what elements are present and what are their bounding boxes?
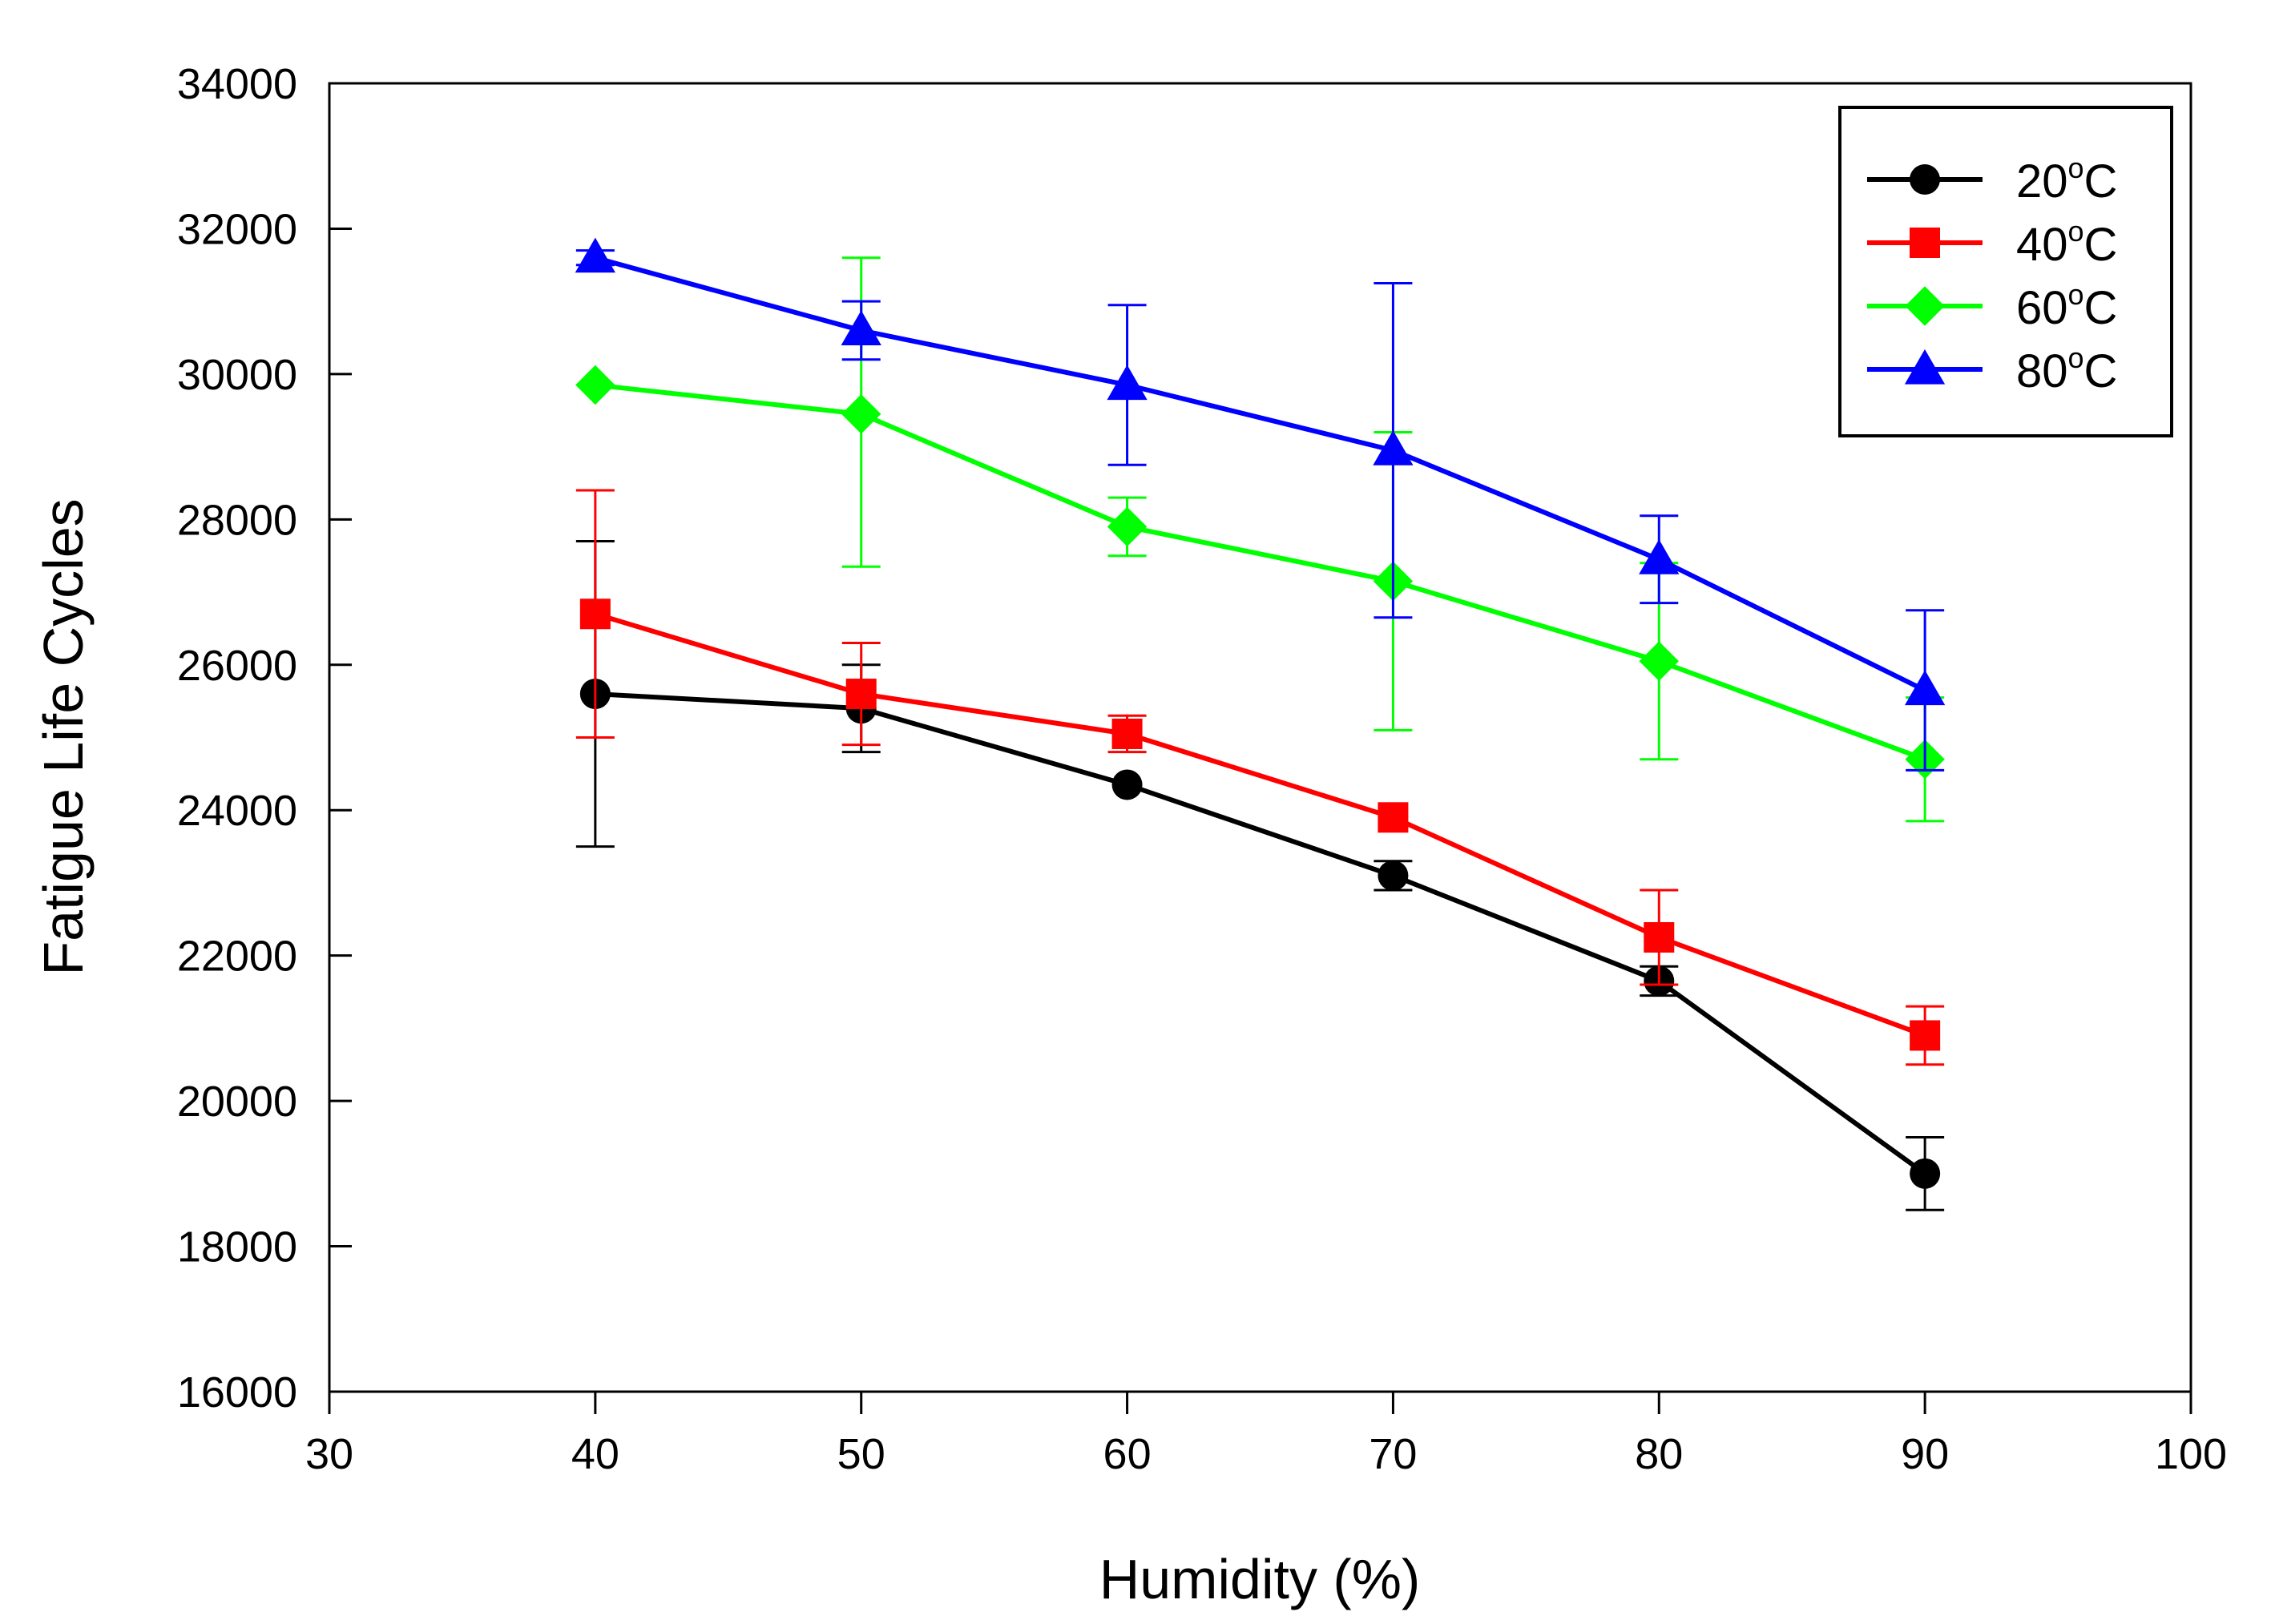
series-20C bbox=[575, 540, 1945, 1211]
legend-label: 60oC bbox=[2016, 278, 2117, 334]
legend-unit: C bbox=[2084, 345, 2118, 397]
y-tick-label: 28000 bbox=[177, 496, 297, 544]
y-tick-label: 24000 bbox=[177, 787, 297, 835]
x-axis: 30 40 50 60 70 80 90 100 bbox=[305, 1392, 2227, 1478]
legend-temp: 80 bbox=[2016, 345, 2068, 397]
data-point bbox=[1639, 539, 1680, 574]
data-point bbox=[1644, 921, 1675, 953]
data-point bbox=[845, 679, 877, 710]
y-tick-label: 34000 bbox=[177, 60, 297, 108]
legend-temp: 40 bbox=[2016, 219, 2068, 271]
x-tick-label: 40 bbox=[571, 1430, 619, 1478]
legend-unit: C bbox=[2084, 155, 2118, 208]
legend-label: 20oC bbox=[2016, 151, 2117, 208]
legend-unit: C bbox=[2084, 219, 2118, 271]
data-point bbox=[1107, 506, 1148, 547]
data-point bbox=[575, 365, 615, 405]
data-point bbox=[1107, 365, 1148, 401]
data-point bbox=[1910, 1020, 1941, 1051]
legend-degree: o bbox=[2068, 278, 2084, 311]
data-point bbox=[575, 237, 615, 273]
series-layer bbox=[575, 237, 1946, 1211]
y-tick-label: 26000 bbox=[177, 642, 297, 690]
legend-marker bbox=[1910, 228, 1940, 258]
x-tick-label: 50 bbox=[837, 1430, 885, 1478]
x-tick-label: 100 bbox=[2155, 1430, 2227, 1478]
x-tick-label: 30 bbox=[305, 1430, 353, 1478]
x-tick-label: 60 bbox=[1103, 1430, 1152, 1478]
data-point bbox=[1905, 670, 1946, 706]
data-point bbox=[1378, 802, 1409, 833]
legend-marker bbox=[1910, 164, 1940, 195]
series-line bbox=[594, 611, 1926, 1038]
series-line bbox=[595, 691, 1926, 1176]
data-point bbox=[1910, 1158, 1941, 1189]
data-point bbox=[1111, 769, 1143, 800]
data-point bbox=[1111, 718, 1143, 749]
legend-degree: o bbox=[2068, 341, 2084, 374]
x-axis-title: Humidity (%) bbox=[1099, 1548, 1421, 1610]
legend-marker bbox=[1905, 286, 1945, 326]
y-tick-label: 20000 bbox=[177, 1078, 297, 1126]
data-point bbox=[841, 394, 881, 434]
legend-temp: 60 bbox=[2016, 282, 2068, 334]
x-tick-label: 70 bbox=[1369, 1430, 1417, 1478]
data-point bbox=[579, 598, 611, 630]
data-point bbox=[841, 310, 881, 346]
y-tick-label: 16000 bbox=[177, 1368, 297, 1416]
y-axis: 16000 18000 20000 22000 24000 26000 28000 30000… bbox=[177, 60, 352, 1416]
data-point bbox=[1639, 641, 1679, 681]
legend-degree: o bbox=[2068, 215, 2084, 248]
y-tick-label: 18000 bbox=[177, 1223, 297, 1271]
y-tick-label: 32000 bbox=[177, 205, 297, 253]
data-point bbox=[1378, 860, 1409, 891]
x-tick-label: 80 bbox=[1635, 1430, 1683, 1478]
y-axis-title: Fatigue Life Cycles bbox=[32, 498, 95, 975]
series-80C bbox=[575, 237, 1946, 772]
legend-temp: 20 bbox=[2016, 155, 2068, 208]
y-tick-label: 22000 bbox=[177, 933, 297, 981]
y-tick-label: 30000 bbox=[177, 351, 297, 399]
plot-frame bbox=[328, 82, 2192, 1393]
x-tick-label: 90 bbox=[1901, 1430, 1949, 1478]
series-line bbox=[595, 255, 1926, 693]
legend-marker bbox=[1904, 349, 1946, 385]
legend-box bbox=[1838, 106, 2173, 437]
legend-unit: C bbox=[2084, 282, 2118, 334]
series-60C bbox=[575, 256, 1945, 823]
legend-degree: o bbox=[2068, 151, 2084, 184]
series-line bbox=[595, 382, 1926, 762]
data-point bbox=[1373, 430, 1414, 465]
series-40C bbox=[575, 489, 1945, 1066]
legend-label: 80oC bbox=[2016, 341, 2117, 397]
legend-label: 40oC bbox=[2016, 215, 2117, 271]
